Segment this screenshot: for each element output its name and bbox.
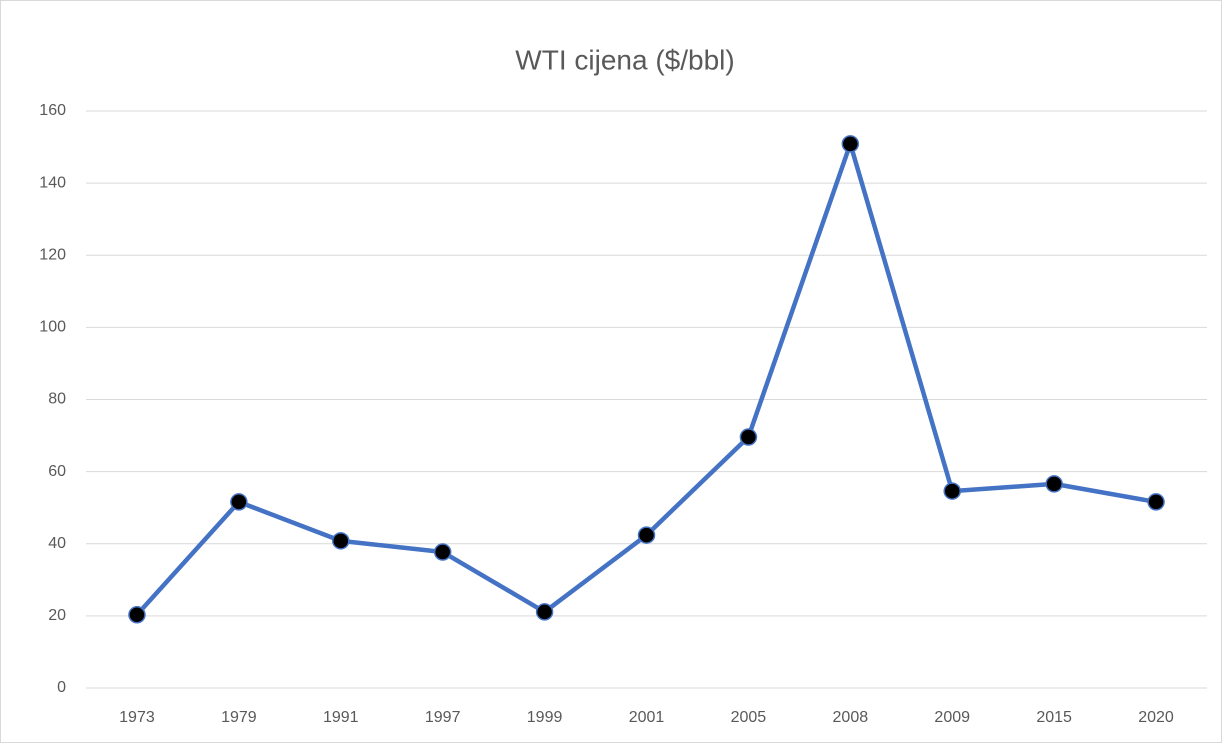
marker xyxy=(1045,475,1063,493)
x-tick-label: 1991 xyxy=(323,709,359,726)
y-tick-label: 140 xyxy=(39,174,66,191)
x-tick-label: 1979 xyxy=(221,709,257,726)
y-tick-label: 40 xyxy=(48,535,66,552)
marker xyxy=(1147,493,1165,511)
marker xyxy=(128,606,146,624)
marker xyxy=(943,482,961,500)
marker xyxy=(739,428,758,446)
x-tick-label: 2005 xyxy=(731,709,767,726)
x-tick-label: 2008 xyxy=(833,709,869,726)
x-tick-label: 1997 xyxy=(425,709,461,726)
y-tick-label: 0 xyxy=(57,679,66,696)
marker xyxy=(535,603,554,621)
y-tick-label: 80 xyxy=(48,391,66,408)
y-tick-label: 120 xyxy=(39,246,66,263)
x-tick-label: 2001 xyxy=(629,709,665,726)
marker xyxy=(637,526,656,544)
chart-title: WTI cijena ($/bbl) xyxy=(515,44,734,75)
x-tick-label: 1999 xyxy=(527,709,563,726)
x-tick-label: 2015 xyxy=(1036,709,1072,726)
x-tick-label: 2009 xyxy=(934,709,970,726)
marker xyxy=(433,543,452,561)
marker xyxy=(332,532,350,550)
y-tick-label: 160 xyxy=(39,102,66,119)
marker xyxy=(230,493,248,511)
y-tick-label: 100 xyxy=(39,319,66,336)
y-tick-label: 60 xyxy=(48,463,66,480)
x-tick-label: 2020 xyxy=(1138,709,1174,726)
y-tick-label: 20 xyxy=(48,607,66,624)
marker xyxy=(841,135,860,153)
x-tick-label: 1973 xyxy=(119,709,155,726)
